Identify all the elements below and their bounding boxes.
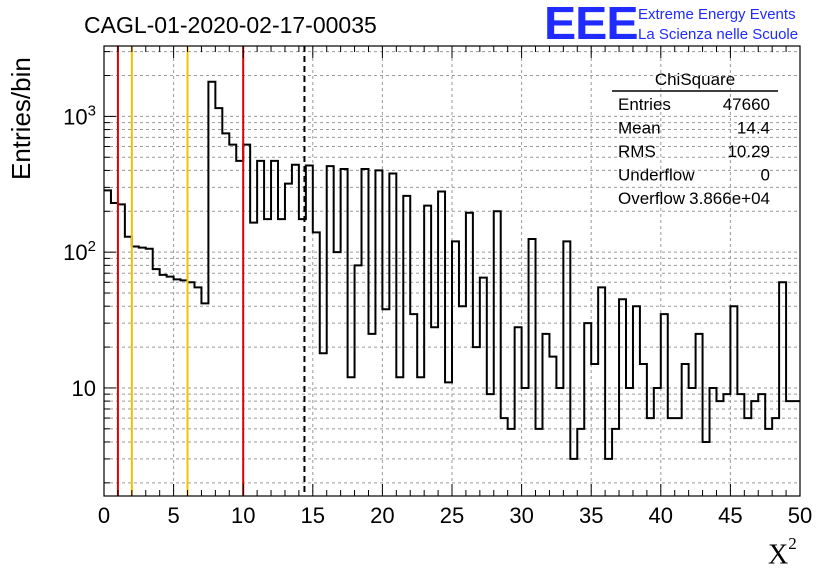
x-tick-label: 25 <box>440 503 464 528</box>
x-tick-label: 40 <box>649 503 673 528</box>
y-tick-label: 10 <box>72 376 96 401</box>
stats-row-value: 47660 <box>723 95 770 114</box>
x-tick-label: 20 <box>370 503 394 528</box>
stats-title: ChiSquare <box>655 70 735 89</box>
stats-row-value: 14.4 <box>737 119 770 138</box>
eee-logo-mark: EEE <box>544 0 639 49</box>
stats-row-value: 10.29 <box>727 142 770 161</box>
x-tick-label: 45 <box>718 503 742 528</box>
stats-row-value: 3.866e+04 <box>689 189 770 208</box>
stats-row-label: Overflow <box>618 189 686 208</box>
stats-row-value: 0 <box>761 166 770 185</box>
y-tick-label: 103 <box>63 102 96 129</box>
x-tick-label: 0 <box>98 503 110 528</box>
stats-row-label: Underflow <box>618 166 695 185</box>
chart-title: CAGL-01-2020-02-17-00035 <box>84 12 377 38</box>
x-tick-label: 50 <box>788 503 812 528</box>
x-tick-label: 15 <box>301 503 325 528</box>
x-tick-label: 5 <box>167 503 179 528</box>
x-axis-label: X2 <box>768 534 797 571</box>
x-tick-label: 10 <box>231 503 255 528</box>
x-tick-label: 30 <box>509 503 533 528</box>
x-axis-label-base: X <box>768 539 789 571</box>
stats-row-label: RMS <box>618 142 656 161</box>
eee-logo-line1: Extreme Energy Events <box>638 6 796 23</box>
x-axis-label-superscript: 2 <box>788 534 797 553</box>
y-tick-label: 102 <box>63 238 96 265</box>
y-axis-label: Entries/bin <box>6 57 36 180</box>
histogram-series <box>104 80 800 460</box>
eee-logo-line2: La Scienza nelle Scuole <box>638 26 799 43</box>
stats-row-label: Mean <box>618 119 661 138</box>
x-tick-label: 35 <box>579 503 603 528</box>
stats-row-label: Entries <box>618 95 671 114</box>
